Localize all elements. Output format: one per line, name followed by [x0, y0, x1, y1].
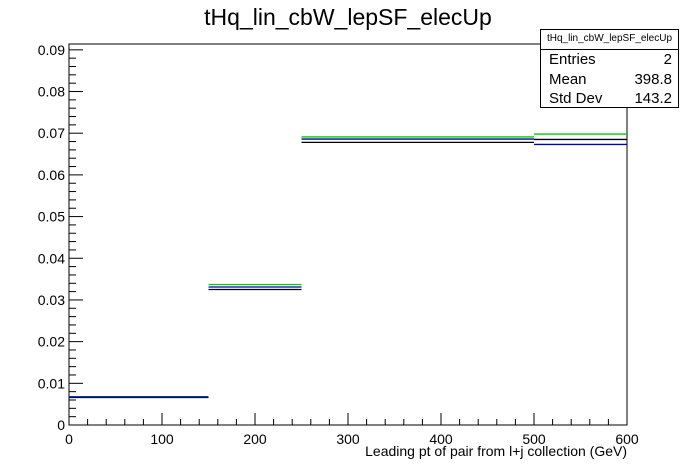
x-tick-label: 0 [65, 431, 73, 447]
y-tick-label: 0.03 [38, 292, 65, 308]
x-tick-label: 400 [429, 431, 453, 447]
y-tick-label: 0.09 [38, 42, 65, 58]
x-tick-label: 300 [336, 431, 360, 447]
y-tick-label: 0.01 [38, 375, 65, 391]
stats-row-entries: Entries 2 [541, 50, 678, 70]
stats-box: tHq_lin_cbW_lepSF_elecUp Entries 2 Mean … [540, 29, 679, 108]
x-tick-label: 600 [615, 431, 639, 447]
x-axis-label: Leading pt of pair from l+j collection (… [365, 443, 627, 459]
stats-label: Entries [549, 51, 596, 68]
y-tick-label: 0.02 [38, 334, 65, 350]
y-tick-label: 0.07 [38, 125, 65, 141]
stats-label: Mean [549, 70, 587, 88]
stats-row-mean: Mean 398.8 [541, 70, 678, 90]
y-tick-label: 0 [57, 417, 65, 433]
stats-value: 2 [663, 51, 672, 68]
stats-label: Std Dev [549, 90, 603, 107]
x-tick-label: 500 [522, 431, 546, 447]
y-tick-label: 0.05 [38, 209, 65, 225]
chart-title: tHq_lin_cbW_lepSF_elecUp [204, 4, 492, 30]
stats-box-name: tHq_lin_cbW_lepSF_elecUp [541, 30, 678, 50]
y-tick-label: 0.06 [38, 167, 65, 183]
stats-value: 398.8 [634, 70, 672, 88]
y-tick-label: 0.04 [38, 250, 65, 266]
x-tick-label: 200 [243, 431, 267, 447]
y-tick-label: 0.08 [38, 84, 65, 100]
stats-row-stddev: Std Dev 143.2 [541, 89, 678, 109]
stats-value: 143.2 [634, 90, 672, 107]
x-tick-label: 100 [150, 431, 174, 447]
